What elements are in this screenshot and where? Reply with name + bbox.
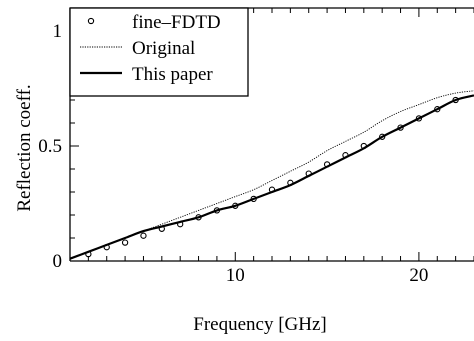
x-axis-title: Frequency [GHz] [193, 314, 326, 335]
series-1-line [70, 90, 474, 260]
legend-box [69, 7, 249, 97]
y-tick-label-0: 0 [53, 251, 63, 272]
series-2-line [70, 94, 474, 260]
y-axis-title: Reflection coeff. [14, 84, 35, 211]
plot-layer [70, 90, 474, 260]
y-tick-label-2: 1 [53, 21, 63, 42]
series-0-point-2 [121, 239, 129, 246]
legend-marker-0 [87, 17, 95, 25]
legend: fine–FDTD Original This paper [69, 7, 249, 97]
legend-label-1: Original [132, 38, 195, 59]
series-0-point-3 [140, 232, 147, 239]
legend-label-2: This paper [132, 64, 213, 85]
series-group [70, 90, 474, 260]
y-tick-label-1: 0.5 [38, 136, 62, 157]
x-tick-label-1: 20 [409, 265, 428, 286]
legend-label-0: fine–FDTD [132, 12, 221, 33]
x-tick-label-0: 10 [226, 265, 245, 286]
